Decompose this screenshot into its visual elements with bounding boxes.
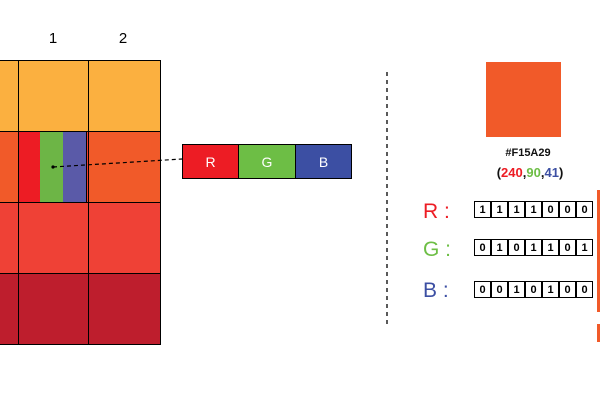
pixel-cell — [88, 273, 161, 345]
column-label-2: 2 — [118, 30, 128, 47]
subpixel-red-box: R — [182, 144, 239, 179]
bit-box: 1 — [491, 201, 508, 218]
blue-channel-label: B : — [423, 279, 449, 302]
rgb-comma-1: , — [522, 165, 527, 180]
bit-box: 1 — [525, 239, 542, 256]
pixel-cell — [0, 273, 19, 345]
bit-box: 1 — [542, 239, 559, 256]
bit-box: 0 — [559, 239, 576, 256]
red-channel-label: R : — [423, 200, 450, 223]
pixel-cell — [88, 60, 161, 132]
bit-box: 0 — [525, 281, 542, 298]
subpixel-blue-box: B — [295, 144, 352, 179]
pixel-cell — [88, 131, 161, 203]
pixel-cell — [0, 202, 19, 274]
bit-box: 0 — [576, 281, 593, 298]
pixel-cell — [18, 60, 89, 132]
subpixel-stripe — [18, 131, 40, 203]
bit-box: 0 — [491, 281, 508, 298]
pixel-cell — [18, 273, 89, 345]
hex-code: #F15A29 — [505, 147, 551, 159]
bit-box: 0 — [474, 281, 491, 298]
pixel-cell — [88, 202, 161, 274]
subpixel-stripe-outline — [18, 131, 87, 203]
subpixel-green-box: G — [238, 144, 296, 179]
rgb-comma-2: , — [540, 165, 545, 180]
column-label-1: 1 — [48, 30, 58, 47]
bit-box: 0 — [474, 239, 491, 256]
rgb-red-value: 240 — [501, 165, 523, 180]
color-swatch — [486, 62, 561, 137]
rgb-green-value: 90 — [526, 165, 541, 180]
bit-box: 1 — [491, 239, 508, 256]
subpixel-blue-label: B — [318, 153, 329, 170]
bit-box: 0 — [559, 281, 576, 298]
bit-box: 1 — [474, 201, 491, 218]
bit-box: 1 — [576, 239, 593, 256]
rgb-blue-value: 41 — [544, 165, 559, 180]
rgb-triple: (240,90,41) — [470, 165, 590, 180]
bit-box: 0 — [559, 201, 576, 218]
bit-box: 0 — [576, 201, 593, 218]
rgb-open-paren: ( — [496, 165, 502, 180]
pixel-cell — [18, 202, 89, 274]
pixel-grid — [0, 60, 161, 345]
bit-box: 1 — [525, 201, 542, 218]
bit-box: 1 — [542, 281, 559, 298]
edge-bar — [597, 190, 600, 312]
subpixel-red-label: R — [205, 153, 216, 170]
subpixel-green-label: G — [261, 153, 273, 170]
bit-box: 0 — [542, 201, 559, 218]
pixel-cell — [0, 131, 19, 203]
bit-box: 1 — [508, 201, 525, 218]
rgb-close-paren: ) — [558, 165, 564, 180]
bit-box: 1 — [508, 281, 525, 298]
pixel-cell — [0, 60, 19, 132]
green-channel-label: G : — [423, 238, 452, 261]
edge-bar-small — [597, 324, 600, 342]
bit-box: 0 — [508, 239, 525, 256]
